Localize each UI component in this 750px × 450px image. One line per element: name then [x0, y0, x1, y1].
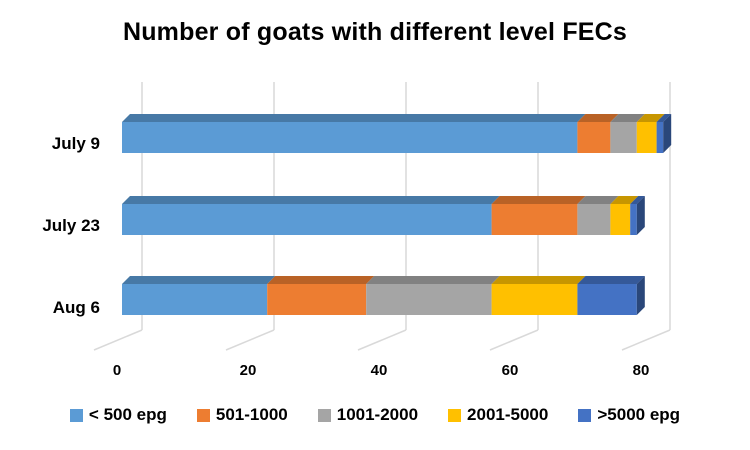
bar-segment[interactable]	[610, 122, 637, 153]
legend: < 500 epg 501-1000 1001-2000 2001-5000 >…	[0, 405, 750, 425]
bar-segment[interactable]	[122, 284, 268, 315]
bar-segment[interactable]	[267, 284, 367, 315]
tick-label: 40	[370, 362, 388, 379]
chart-title: Number of goats with different level FEC…	[122, 18, 628, 46]
bar-segment-top	[577, 196, 619, 204]
bar-segment-top	[491, 276, 586, 284]
legend-swatch	[448, 408, 462, 422]
legend-swatch	[69, 408, 83, 422]
bar-segment[interactable]	[366, 284, 492, 315]
floor-gridline	[489, 329, 539, 351]
bar-segment[interactable]	[577, 284, 637, 315]
legend-label: 1001-2000	[336, 405, 419, 424]
legend-swatch	[196, 408, 210, 422]
bar-segment-top	[577, 114, 619, 122]
floor-gridline	[93, 329, 143, 351]
category-label: July 9	[51, 134, 100, 153]
bar-segment[interactable]	[636, 122, 657, 153]
floor-gridline	[621, 329, 671, 351]
legend-label: < 500 epg	[88, 405, 167, 424]
tick-label: 80	[632, 362, 650, 379]
bar-segment-top	[656, 114, 672, 122]
bar-segment-top	[630, 196, 645, 204]
bar-segment[interactable]	[656, 122, 664, 153]
tick-label: 0	[112, 362, 122, 379]
floor-gridline	[225, 329, 275, 351]
category-label: Aug 6	[52, 298, 100, 317]
bar-segment-top	[122, 276, 276, 284]
bar-segment[interactable]	[491, 204, 578, 235]
legend-swatch	[578, 408, 592, 422]
legend-item: 501-1000	[196, 405, 288, 425]
bar-segment[interactable]	[577, 204, 611, 235]
bar-segment-top	[122, 196, 500, 204]
bar-segment-side	[636, 276, 645, 315]
legend-item: < 500 epg	[69, 405, 167, 425]
bar-segment-top	[610, 196, 639, 204]
category-label: July 23	[42, 216, 100, 235]
floor-gridline	[357, 329, 407, 351]
bar-segment-top	[610, 114, 645, 122]
bar-segment[interactable]	[122, 204, 492, 235]
bar-segment[interactable]	[491, 284, 578, 315]
bar-segment-top	[577, 276, 645, 284]
legend-swatch	[317, 408, 331, 422]
bar-segment-top	[122, 114, 586, 122]
bar-segment-top	[267, 276, 375, 284]
bar-segment[interactable]	[577, 122, 611, 153]
legend-label: 501-1000	[215, 405, 288, 424]
bar-segment[interactable]	[630, 204, 637, 235]
bar-segment-top	[636, 114, 665, 122]
bar-segment-top	[491, 196, 586, 204]
legend-item: 2001-5000	[448, 405, 548, 425]
legend-label: 2001-5000	[467, 405, 549, 424]
tick-label: 60	[501, 362, 519, 379]
bar-segment[interactable]	[610, 204, 631, 235]
bar-segment-top	[366, 276, 500, 284]
bar-segment-side	[663, 114, 672, 153]
legend-item: 1001-2000	[317, 405, 419, 425]
legend-label: >5000 epg	[597, 405, 681, 424]
bar-segment[interactable]	[122, 122, 578, 153]
bar-segment-side	[636, 196, 645, 235]
legend-item: >5000 epg	[578, 405, 680, 425]
tick-label: 20	[239, 362, 257, 379]
